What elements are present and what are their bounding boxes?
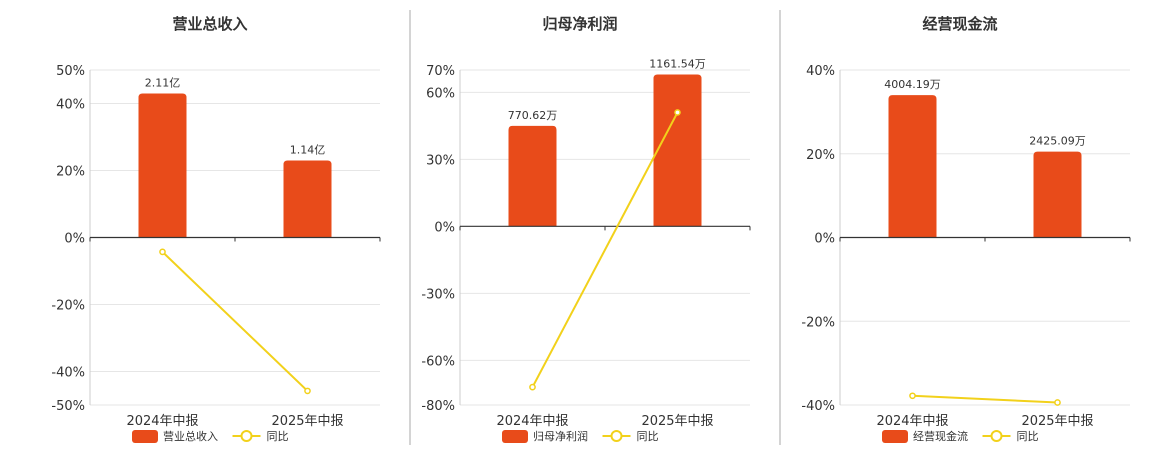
yoy-line <box>912 394 1058 404</box>
x-category-label: 2025年中报 <box>271 414 343 429</box>
y-tick-label: 0% <box>434 220 455 235</box>
y-tick-label: 40% <box>56 98 85 113</box>
bar-data-label: 770.62万 <box>508 109 558 122</box>
legend-bar-swatch <box>882 430 908 443</box>
yoy-point <box>1054 399 1061 406</box>
y-tick-label: -40% <box>51 366 85 381</box>
bar <box>508 125 557 227</box>
x-category-label: 2025年中报 <box>1021 414 1093 429</box>
y-tick-label: -50% <box>51 399 85 414</box>
y-tick-label: 20% <box>806 148 835 163</box>
y-tick-label: 50% <box>56 64 85 79</box>
chart-title: 经营现金流 <box>922 15 997 33</box>
yoy-point <box>529 383 536 391</box>
y-tick-label: 60% <box>426 86 455 101</box>
legend-line-marker <box>240 430 253 442</box>
bar <box>138 93 187 238</box>
yoy-line <box>161 251 309 392</box>
y-tick-label: 20% <box>56 165 85 180</box>
y-tick-label: 70% <box>426 64 455 79</box>
y-tick-label: -20% <box>801 315 835 330</box>
x-category-label: 2025年中报 <box>641 414 713 429</box>
yoy-line <box>531 111 679 388</box>
bar <box>888 95 937 238</box>
legend-line-marker <box>610 430 623 442</box>
chart-title: 营业总收入 <box>172 15 247 33</box>
yoy-point <box>304 387 311 395</box>
bar <box>283 160 332 238</box>
y-tick-label: -40% <box>801 399 835 414</box>
x-category-label: 2024年中报 <box>496 414 568 429</box>
bar <box>653 74 702 227</box>
bar-data-label: 2.11亿 <box>145 76 181 89</box>
yoy-point <box>674 109 681 116</box>
legend-bar-swatch <box>132 430 158 443</box>
legend-line-label: 同比 <box>267 430 289 443</box>
x-category-label: 2024年中报 <box>126 414 198 429</box>
y-tick-label: -30% <box>421 287 455 302</box>
legend-bar-swatch <box>502 430 528 443</box>
y-tick-label: -20% <box>51 299 85 314</box>
legend-bar-label: 归母净利润 <box>533 429 588 443</box>
x-category-label: 2024年中报 <box>876 414 948 429</box>
bar-data-label: 2425.09万 <box>1029 135 1086 148</box>
legend-line-label: 同比 <box>1017 430 1039 443</box>
y-tick-label: 0% <box>814 232 835 247</box>
bar-data-label: 1161.54万 <box>649 57 706 70</box>
bar <box>1033 151 1082 238</box>
legend-line-label: 同比 <box>637 430 659 443</box>
y-tick-label: -60% <box>421 354 455 369</box>
y-tick-label: -80% <box>421 399 455 414</box>
chart-title: 归母净利润 <box>542 15 617 33</box>
y-tick-label: 40% <box>806 64 835 79</box>
legend-bar-label: 经营现金流 <box>913 429 968 443</box>
bar-data-label: 1.14亿 <box>290 143 326 156</box>
bar-data-label: 4004.19万 <box>884 78 941 91</box>
yoy-point <box>909 392 916 400</box>
legend-bar-label: 营业总收入 <box>163 429 218 443</box>
yoy-point <box>159 248 166 256</box>
y-tick-label: 0% <box>64 232 85 247</box>
y-tick-label: 30% <box>426 153 455 168</box>
legend-line-marker <box>990 430 1003 442</box>
